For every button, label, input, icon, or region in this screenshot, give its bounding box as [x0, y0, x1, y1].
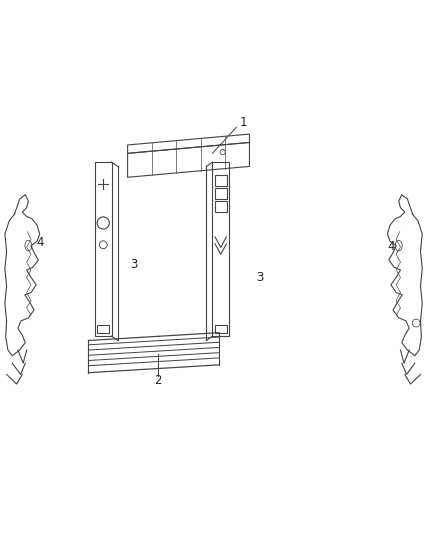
Text: 4: 4 — [387, 240, 395, 253]
Text: 2: 2 — [154, 374, 162, 387]
Text: 3: 3 — [257, 271, 264, 284]
Text: 4: 4 — [37, 236, 44, 249]
Text: 3: 3 — [131, 258, 138, 271]
Text: 1: 1 — [239, 116, 247, 128]
